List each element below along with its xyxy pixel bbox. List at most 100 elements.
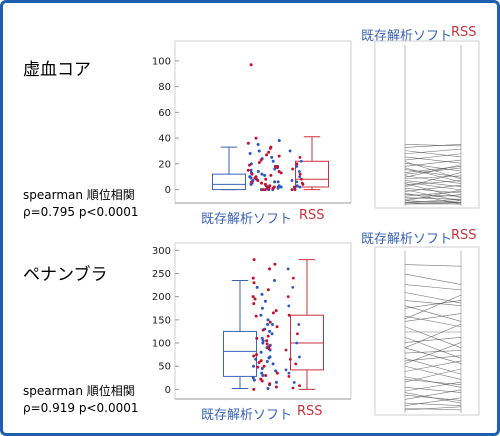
chart-2-pair-line-1 (404, 273, 462, 285)
chart-1-pair-line-22 (404, 144, 462, 148)
chart-2-pair-line-10 (404, 336, 462, 359)
chart-1-point-red-0 (263, 188, 267, 192)
chart-1-point-rss-10 (291, 167, 295, 171)
chart-1-point-blue-10 (273, 167, 277, 171)
chart-2-ytick-label-1: 50 (158, 362, 171, 373)
chart-2-pair-line-29 (404, 294, 462, 320)
chart-1-point-rss-18 (298, 155, 302, 159)
chart-1-point-red-18 (254, 136, 258, 140)
chart-1-point-rss-2 (292, 185, 296, 189)
chart-1-pair-line-16 (404, 159, 462, 167)
chart-2-point-red-29 (267, 345, 271, 349)
chart-2-pair-line-26 (404, 408, 462, 411)
chart-1-point-red-23 (264, 177, 268, 181)
chart-2-stat-label: spearman 順位相関 (23, 384, 135, 398)
chart-1-point-blue-27 (276, 186, 280, 190)
chart-2-point-red-8 (265, 342, 269, 346)
chart-2-point-blue-2 (252, 378, 256, 382)
chart-1-point-blue-8 (260, 172, 264, 176)
chart-1-pair-area (374, 40, 480, 209)
chart-1-point-blue-9 (256, 170, 260, 174)
chart-1-point-red-17 (246, 141, 250, 145)
chart-1-point-rss-14 (290, 188, 294, 191)
chart-2-xtick-soft: 既存解析ソフト (201, 408, 293, 423)
chart-1-point-blue-15 (248, 152, 252, 156)
chart-1-pair-line-27 (404, 172, 462, 188)
chart-2-point-blue-26 (261, 339, 265, 343)
chart-2-point-blue-3 (261, 373, 265, 377)
chart-2-point-blue-30 (274, 380, 278, 384)
chart-2-point-blue-23 (260, 367, 264, 371)
chart-2-pair-line-27 (404, 406, 462, 411)
chart-1-ytick-label-4: 80 (158, 82, 171, 93)
chart-1-point-red-13 (259, 158, 263, 162)
chart-1-pair-line-21 (404, 150, 462, 158)
chart-1-pair-label-soft: 既存解析ソフト (361, 29, 453, 44)
chart-2-point-blue-20 (255, 285, 259, 289)
chart-2-point-red-16 (266, 288, 270, 292)
chart-1-pair-line-29 (404, 183, 462, 199)
chart-1-pair-line-32 (404, 161, 462, 180)
chart-2-point-rss-3 (284, 368, 288, 372)
chart-1-point-red-11 (247, 163, 251, 167)
chart-1-pair-line-26 (404, 180, 462, 188)
chart-1-pair-label-rss: RSS (451, 25, 477, 40)
chart-2-pair-line-32 (404, 379, 462, 385)
chart-1-point-rss-17 (290, 179, 294, 182)
chart-2-point-rss-13 (291, 285, 295, 289)
chart-2-pair-line-23 (404, 389, 462, 400)
chart-2-pair-label-soft: 既存解析ソフト (361, 232, 453, 247)
chart-1-point-red-9 (246, 168, 250, 172)
chart-2-point-rss-16 (298, 384, 301, 388)
chart-2-point-blue-33 (260, 371, 264, 375)
chart-2-pair-line-6 (404, 315, 462, 328)
chart-1-point-rss-7 (298, 175, 302, 179)
chart-2-pair-line-16 (404, 365, 462, 380)
chart-1-point-rss-6 (300, 177, 303, 181)
chart-2-point-blue-0 (266, 386, 270, 390)
chart-2-ytick-label-5: 250 (152, 269, 171, 280)
chart-2-pair-area (374, 246, 480, 416)
chart-1-point-rss-13 (299, 159, 303, 163)
chart-1-point-red-30 (269, 145, 273, 149)
chart-1-point-red-15 (267, 150, 271, 154)
chart-1-point-rss-11 (295, 165, 299, 168)
chart-2-point-red-11 (268, 320, 272, 324)
chart-1-stat-value: ρ=0.795 p<0.0001 (23, 205, 139, 219)
chart-2-point-red-3 (275, 371, 279, 375)
chart-2-point-rss-6 (284, 348, 288, 352)
chart-2-point-red-4 (256, 365, 260, 369)
chart-2-point-red-14 (252, 302, 256, 306)
chart-1-point-blue-22 (249, 176, 253, 180)
chart-1-point-red-27 (261, 188, 265, 192)
chart-2-point-red-12 (254, 314, 258, 318)
chart-2-point-red-26 (274, 385, 278, 389)
chart-1-point-red-21 (268, 184, 272, 188)
chart-2-point-red-10 (261, 328, 265, 332)
chart-2-point-red-31 (253, 297, 257, 301)
chart-2-point-rss-9 (297, 323, 301, 326)
chart-2-point-rss-8 (296, 332, 299, 336)
chart-2-pair-line-24 (404, 402, 462, 407)
chart-1-point-blue-25 (249, 168, 253, 172)
chart-2-pair-line-8 (404, 326, 462, 349)
chart-2-point-blue-21 (272, 278, 276, 282)
chart-1-pair-line-14 (404, 166, 462, 173)
chart-1-point-rss-9 (297, 170, 301, 173)
chart-1-pair-line-35 (404, 202, 462, 205)
chart-2-pair-line-19 (404, 368, 462, 383)
chart-1-xtick-rss: RSS (299, 208, 325, 223)
chart-2-point-blue-19 (260, 292, 264, 296)
chart-2-title: ペナンブラ (23, 265, 108, 285)
chart-2-point-rss-4 (294, 362, 298, 366)
chart-2-pair-line-33 (404, 392, 462, 404)
chart-1-point-blue-13 (271, 159, 275, 163)
chart-2-point-red-6 (252, 354, 256, 358)
chart-2-point-rss-11 (287, 304, 291, 308)
chart-1-point-red-5 (256, 179, 260, 183)
chart-1-point-red-22 (250, 180, 254, 184)
chart-1-point-red-3 (263, 182, 267, 186)
chart-1-ytick-label-0: 0 (165, 185, 171, 196)
chart-canvas: 0 20 40 60 80 100 0 50 100 150 200 250 300 (152, 40, 480, 416)
chart-1-point-red-4 (260, 181, 264, 185)
